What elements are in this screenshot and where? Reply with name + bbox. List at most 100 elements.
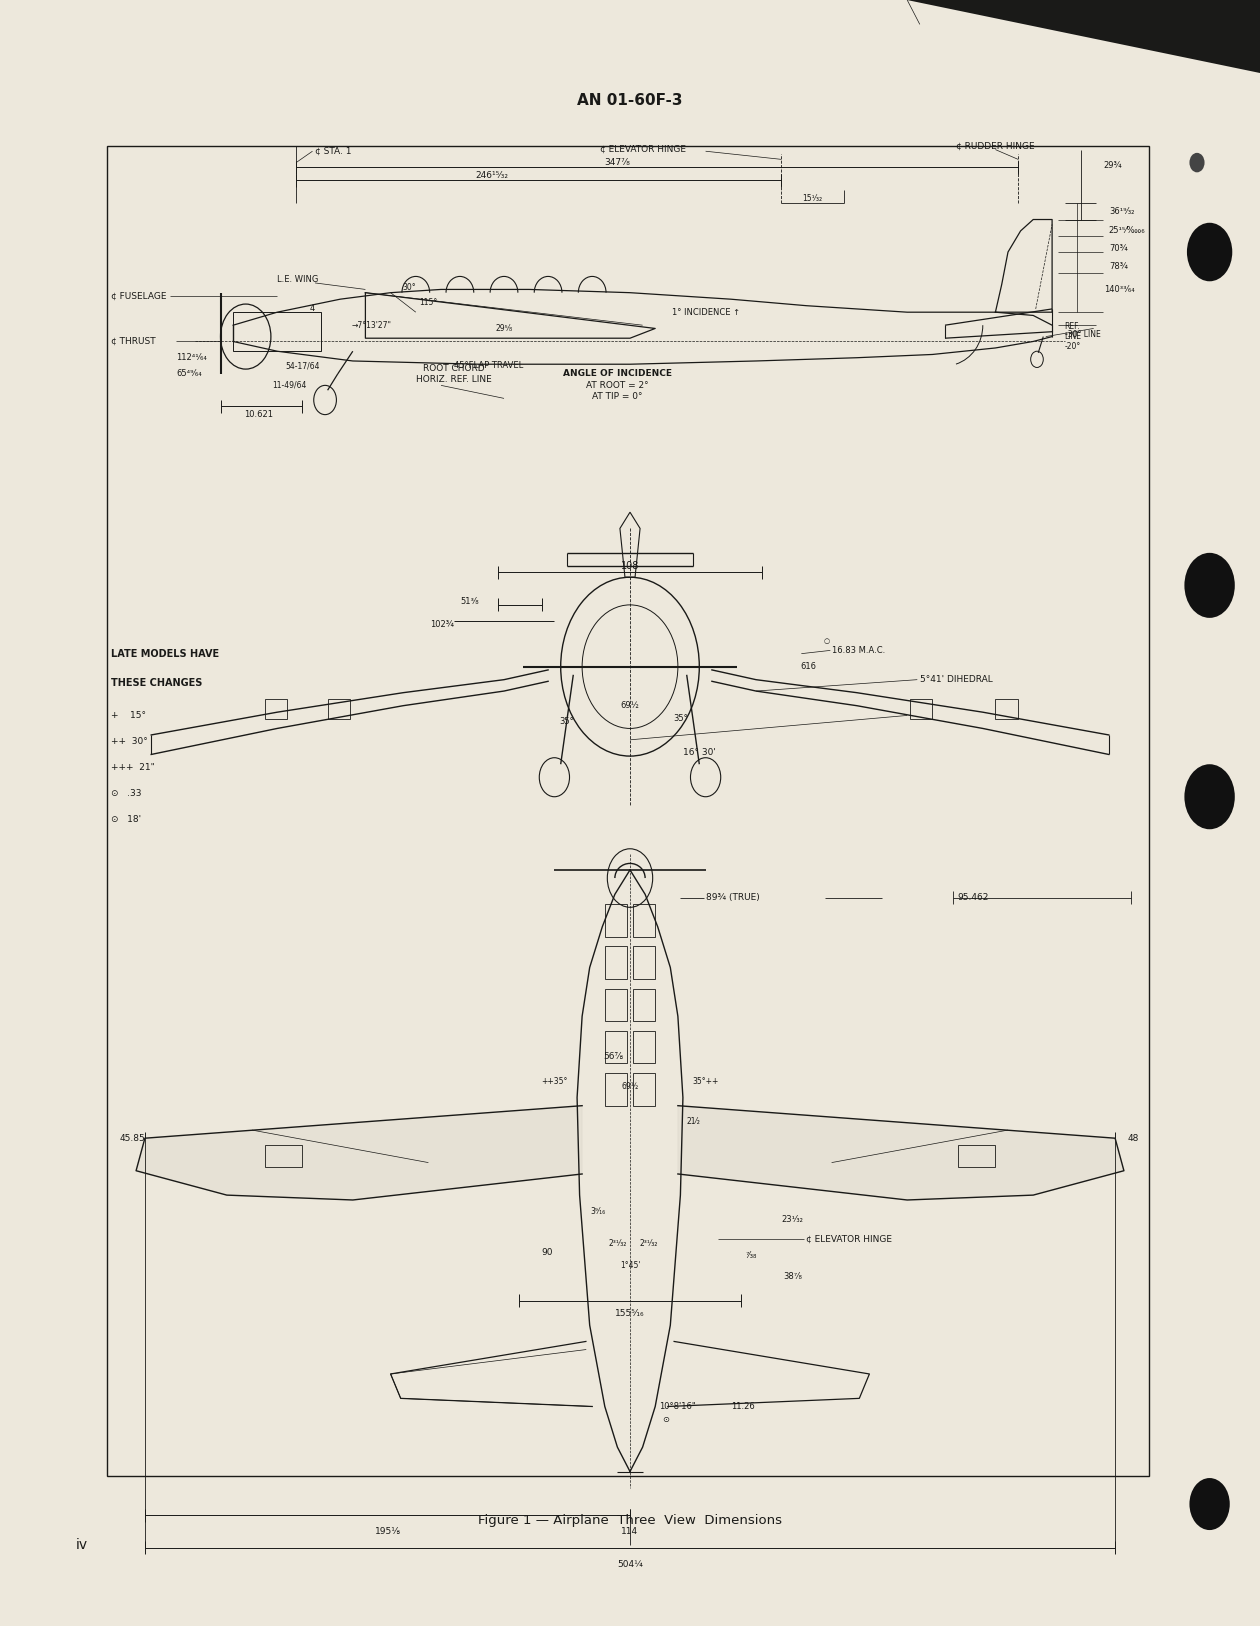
Text: ¢ ELEVATOR HINGE: ¢ ELEVATOR HINGE [600,145,685,154]
Text: 1°45': 1°45' [620,1260,640,1270]
Text: 38⁷⁄₈: 38⁷⁄₈ [784,1272,803,1281]
Text: 54-17/64: 54-17/64 [285,361,320,371]
Text: AT TIP = 0°: AT TIP = 0° [592,392,643,402]
Bar [910,699,932,719]
Text: 23¹⁄₃₂: 23¹⁄₃₂ [781,1215,803,1224]
Bar [605,904,627,937]
Text: 102¾: 102¾ [430,620,454,629]
Text: 16° 30': 16° 30' [683,748,716,758]
Circle shape [1189,153,1205,172]
Text: 90: 90 [541,1247,553,1257]
Text: THESE CHANGES: THESE CHANGES [111,678,203,688]
Text: -30° LINE: -30° LINE [1065,330,1100,340]
Text: 35°: 35° [673,714,688,724]
Text: 4: 4 [310,304,315,314]
Text: 108: 108 [621,561,639,571]
Text: iv: iv [76,1538,88,1551]
Circle shape [1187,223,1232,281]
Bar [233,312,321,351]
Bar [633,946,655,979]
Text: 45°FLAP TRAVEL: 45°FLAP TRAVEL [454,361,523,371]
Bar [605,946,627,979]
Text: 10.621: 10.621 [243,410,273,420]
Text: Figure 1 — Airplane  Three  View  Dimensions: Figure 1 — Airplane Three View Dimension… [478,1514,782,1527]
Text: 11.26: 11.26 [732,1402,755,1411]
Text: 195⅛: 195⅛ [375,1527,401,1537]
Text: AN 01-60F-3: AN 01-60F-3 [577,93,683,109]
Text: 10°8'16": 10°8'16" [659,1402,697,1411]
Text: 114: 114 [621,1527,639,1537]
Bar [605,989,627,1021]
Text: ⊙: ⊙ [662,1415,669,1424]
Text: 69½: 69½ [621,701,639,711]
Text: ¢ ELEVATOR HINGE: ¢ ELEVATOR HINGE [806,1234,892,1244]
Text: +++  21": +++ 21" [111,763,155,772]
Text: 56⅞: 56⅞ [604,1052,624,1062]
Bar [633,1031,655,1063]
Text: →7°13'27": →7°13'27" [352,320,392,330]
Text: ⊙   .33: ⊙ .33 [111,789,141,798]
Bar [265,699,287,719]
Bar [633,1073,655,1106]
Text: 112⁴¹⁄₆₄: 112⁴¹⁄₆₄ [176,353,208,363]
Text: 30°: 30° [403,283,416,293]
Text: 36¹⁹⁄₃₂: 36¹⁹⁄₃₂ [1109,207,1134,216]
Text: ANGLE OF INCIDENCE: ANGLE OF INCIDENCE [563,369,672,379]
Text: 45.85: 45.85 [120,1133,145,1143]
Text: 1° INCIDENCE ↑: 1° INCIDENCE ↑ [672,307,740,317]
Text: 29⁵⁄₈: 29⁵⁄₈ [495,324,513,333]
Polygon shape [136,1106,582,1200]
Bar [958,1145,995,1167]
Text: ¢ THRUST: ¢ THRUST [111,337,155,346]
Text: ¢ FUSELAGE: ¢ FUSELAGE [111,291,166,301]
Text: 347⁷⁄₈: 347⁷⁄₈ [605,158,630,167]
Text: 89¾ (TRUE): 89¾ (TRUE) [706,893,760,902]
Text: REF.
LINE: REF. LINE [1065,322,1081,341]
Text: 25¹⁵⁄‱₆: 25¹⁵⁄‱₆ [1109,226,1145,236]
Text: 51³⁄₈: 51³⁄₈ [460,597,479,606]
Text: 65⁴⁹⁄₆₄: 65⁴⁹⁄₆₄ [176,369,202,379]
Text: 70¾: 70¾ [1109,244,1128,254]
Text: 16.83 M.A.C.: 16.83 M.A.C. [832,646,885,655]
Text: 140³³⁄₆₄: 140³³⁄₆₄ [1104,285,1134,294]
Bar [605,1073,627,1106]
Text: 69½: 69½ [621,1081,639,1091]
Text: 15¹⁄₃₂: 15¹⁄₃₂ [803,193,823,203]
Text: 2³¹⁄₃₂: 2³¹⁄₃₂ [640,1239,658,1249]
Text: ¢ RUDDER HINGE: ¢ RUDDER HINGE [956,141,1034,151]
Text: 616: 616 [800,662,816,672]
Bar [107,146,1149,1476]
Text: ++35°: ++35° [542,1076,567,1086]
Text: 5°41' DIHEDRAL: 5°41' DIHEDRAL [920,675,993,685]
Text: 29¾: 29¾ [1104,161,1123,171]
Circle shape [1184,553,1235,618]
Text: 35°: 35° [559,717,575,727]
Circle shape [1184,764,1235,829]
Text: 115°: 115° [420,298,437,307]
Text: 2³¹⁄₃₂: 2³¹⁄₃₂ [609,1239,626,1249]
Text: ¢ STA. 1: ¢ STA. 1 [315,146,352,156]
Circle shape [1189,1478,1230,1530]
Bar [605,1031,627,1063]
Polygon shape [907,0,1260,73]
Bar [995,699,1018,719]
Text: 504¼: 504¼ [617,1559,643,1569]
Text: 48: 48 [1128,1133,1139,1143]
Text: 11-49/64: 11-49/64 [272,380,307,390]
Bar [328,699,350,719]
Text: 155⁵⁄₁₆: 155⁵⁄₁₆ [615,1309,645,1319]
Bar [633,904,655,937]
Text: +    15°: + 15° [111,711,146,720]
Bar [265,1145,302,1167]
Text: 21⁄₂: 21⁄₂ [685,1117,701,1127]
Polygon shape [678,1106,1124,1200]
Text: AT ROOT = 2°: AT ROOT = 2° [586,380,649,390]
Text: ⁷⁄₃₈: ⁷⁄₃₈ [745,1250,757,1260]
Text: ○: ○ [824,637,829,644]
Text: LATE MODELS HAVE: LATE MODELS HAVE [111,649,219,659]
Text: 246¹⁵⁄₃₂: 246¹⁵⁄₃₂ [475,171,508,180]
Text: ROOT CHORD
HORIZ. REF. LINE: ROOT CHORD HORIZ. REF. LINE [416,364,491,384]
Text: -20°: -20° [1065,341,1081,351]
Text: 35°++: 35°++ [693,1076,718,1086]
Text: ⊙   18': ⊙ 18' [111,815,141,824]
